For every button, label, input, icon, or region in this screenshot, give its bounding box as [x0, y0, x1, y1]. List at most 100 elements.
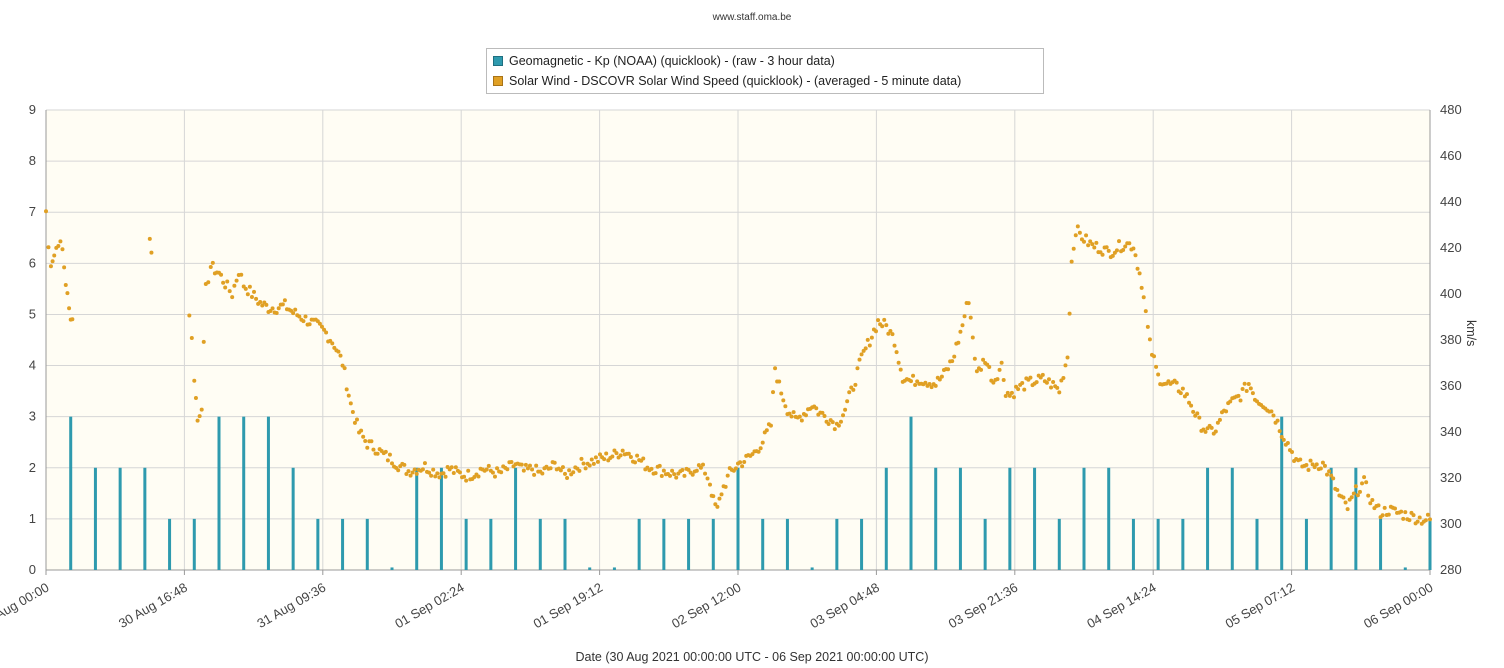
solar-wind-point — [390, 461, 394, 466]
solar-wind-point — [1061, 376, 1066, 381]
solar-wind-point — [1040, 372, 1045, 377]
solar-wind-point — [851, 387, 856, 392]
solar-wind-point — [1152, 354, 1157, 359]
solar-wind-point — [291, 311, 296, 316]
solar-wind-point — [307, 322, 312, 327]
solar-wind-point — [435, 471, 440, 476]
solar-wind-point — [420, 467, 425, 472]
solar-wind-point — [1370, 498, 1375, 503]
solar-wind-point — [193, 395, 198, 400]
kp-bar — [958, 467, 962, 570]
solar-wind-point — [987, 364, 992, 369]
solar-wind-point — [668, 473, 673, 478]
solar-wind-point — [530, 467, 535, 472]
solar-wind-point — [303, 314, 308, 319]
solar-wind-point — [63, 282, 68, 287]
solar-wind-point — [886, 331, 891, 336]
solar-wind-point — [1428, 517, 1432, 522]
x-tick-label: 30 Aug 00:00 — [0, 580, 51, 631]
solar-wind-point — [270, 306, 275, 311]
solar-wind-point — [1240, 387, 1245, 392]
solar-wind-point — [187, 313, 192, 318]
x-tick-label: 05 Sep 07:12 — [1223, 580, 1297, 632]
y-right-tick-label: 300 — [1440, 516, 1462, 531]
x-tick-label: 01 Sep 02:24 — [392, 580, 466, 632]
solar-wind-point — [56, 243, 61, 248]
kp-bar — [909, 416, 913, 570]
solar-wind-point — [733, 466, 738, 471]
solar-wind-point — [771, 390, 776, 395]
kp-bar — [1057, 518, 1061, 570]
y-right-tick-label: 320 — [1440, 470, 1462, 485]
solar-wind-point — [519, 462, 524, 467]
solar-wind-point — [1368, 501, 1373, 506]
solar-wind-point — [1187, 400, 1192, 405]
solar-wind-point — [602, 457, 607, 462]
kp-bar — [983, 518, 987, 570]
solar-wind-point — [1114, 248, 1119, 253]
solar-wind-point — [319, 324, 324, 329]
solar-wind-point — [1312, 465, 1317, 470]
solar-wind-point — [1195, 411, 1200, 416]
solar-wind-point — [1250, 391, 1255, 396]
solar-wind-point — [1353, 484, 1358, 489]
solar-wind-point — [952, 354, 957, 359]
kp-bar — [711, 518, 715, 570]
legend-item-solar-wind[interactable]: Solar Wind - DSCOVR Solar Wind Speed (qu… — [493, 72, 961, 90]
solar-wind-point — [232, 283, 237, 288]
solar-wind-point — [1298, 457, 1303, 462]
solar-wind-point — [711, 494, 716, 499]
solar-wind-point — [1145, 324, 1150, 329]
solar-wind-point — [348, 401, 353, 406]
solar-wind-point — [857, 357, 862, 362]
solar-wind-point — [1401, 516, 1406, 521]
legend-item-kp[interactable]: Geomagnetic - Kp (NOAA) (quicklook) - (r… — [493, 52, 835, 70]
solar-wind-point — [618, 453, 623, 458]
solar-wind-point — [635, 453, 640, 458]
solar-wind-point — [433, 474, 438, 479]
solar-wind-point — [1022, 387, 1027, 392]
solar-wind-point — [1139, 285, 1144, 290]
solar-wind-point — [779, 391, 784, 396]
solar-wind-point — [937, 377, 942, 382]
solar-wind-point — [385, 458, 390, 463]
solar-wind-point — [620, 448, 625, 453]
solar-wind-point — [219, 272, 224, 277]
solar-wind-point — [894, 350, 899, 355]
solar-wind-point — [206, 280, 211, 285]
solar-wind-point — [742, 460, 747, 465]
solar-wind-point — [1117, 239, 1122, 244]
x-tick-label: 04 Sep 14:24 — [1084, 580, 1158, 632]
solar-wind-point — [571, 470, 576, 475]
solar-wind-point — [738, 460, 743, 465]
solar-wind-point — [441, 471, 446, 476]
solar-wind-point — [1403, 510, 1408, 515]
solar-wind-point — [1320, 460, 1325, 465]
solar-wind-point — [1009, 390, 1014, 395]
solar-wind-point — [577, 468, 582, 473]
solar-wind-point — [884, 323, 889, 328]
solar-wind-point — [563, 471, 567, 476]
kp-bar — [1131, 518, 1135, 570]
solar-wind-point — [249, 295, 254, 300]
solar-wind-point — [867, 343, 872, 348]
solar-wind-point — [552, 460, 557, 465]
solar-wind-point — [486, 463, 491, 468]
solar-wind-point — [509, 460, 514, 465]
y-left-tick-label: 3 — [29, 409, 36, 424]
solar-wind-point — [966, 301, 971, 306]
solar-wind-point — [352, 420, 357, 425]
solar-wind-point — [649, 466, 654, 471]
solar-wind-point — [661, 468, 666, 473]
kp-bar — [1230, 467, 1234, 570]
solar-wind-point — [598, 452, 603, 457]
solar-wind-point — [1213, 429, 1218, 434]
solar-wind-point — [1362, 475, 1367, 480]
solar-wind-point — [1224, 409, 1229, 414]
solar-wind-point — [719, 492, 724, 497]
solar-wind-point — [1191, 409, 1196, 414]
solar-wind-point — [1092, 245, 1097, 250]
solar-wind-point — [1308, 458, 1313, 463]
solar-wind-point — [1380, 513, 1385, 518]
solar-wind-point — [1005, 390, 1010, 395]
